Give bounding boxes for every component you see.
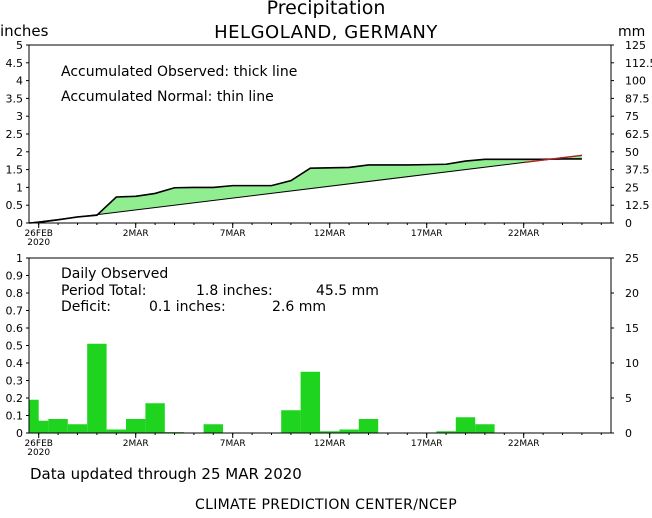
top-xtick-label: 17MAR [411, 229, 443, 239]
legend-normal: Accumulated Normal: thin line [61, 89, 274, 105]
bottom-ytick-right-label: 0 [625, 427, 632, 440]
bottom-ytick-left-label: 0.2 [6, 392, 24, 405]
bottom-ytick-left-label: 0.8 [6, 287, 24, 300]
top-ytick-right-label: 112.5 [625, 57, 652, 70]
top-ytick-left-label: 3.5 [6, 92, 24, 105]
bottom-xtick-label: 17MAR [411, 439, 443, 449]
top-ytick-right-label: 62.5 [625, 128, 650, 141]
period-total-inches: 1.8 inches: [196, 283, 273, 299]
top-ytick-left-label: 4.5 [6, 57, 24, 70]
bottom-ytick-left-label: 1 [16, 252, 23, 265]
top-ytick-left-label: 2 [16, 146, 23, 159]
daily-bar [126, 419, 146, 433]
unit-left-label: inches [0, 22, 49, 40]
bottom-ytick-left-label: 0 [16, 427, 23, 440]
top-ytick-right-label: 25 [625, 181, 639, 194]
top-xtick-label: 12MAR [314, 229, 346, 239]
bottom-ytick-left-label: 0.3 [6, 375, 24, 388]
daily-bar [67, 424, 88, 433]
top-ytick-right-label: 0 [625, 217, 632, 230]
top-ytick-left-label: 1 [16, 181, 23, 194]
deficit-label: Deficit: [61, 299, 111, 315]
daily-bar [475, 424, 495, 433]
top-ytick-left-label: 3 [16, 110, 23, 123]
daily-bar [87, 343, 107, 433]
daily-bar [436, 431, 456, 433]
legend-observed: Accumulated Observed: thick line [61, 64, 297, 80]
deficit-inches: 0.1 inches: [149, 299, 226, 315]
bottom-ytick-left-label: 0.4 [6, 357, 24, 370]
unit-right-label: mm [618, 24, 646, 40]
bottom-xtick-sublabel: 2020 [27, 448, 50, 458]
period-total-label: Period Total: [61, 283, 147, 299]
daily-title: Daily Observed [61, 266, 168, 282]
deficit-segment [523, 154, 582, 164]
top-ytick-left-label: 5 [16, 39, 23, 52]
daily-bar [281, 410, 301, 433]
chart-title: Precipitation [266, 0, 386, 19]
daily-bar [145, 403, 165, 433]
accumulated-panel: 00.511.522.533.544.55012.52537.55062.575… [6, 39, 652, 248]
top-ytick-right-label: 12.5 [625, 199, 650, 212]
bottom-xtick-label: 2MAR [123, 439, 149, 449]
top-xtick-label: 26FEB [24, 229, 53, 239]
top-ytick-right-label: 125 [625, 39, 646, 52]
bottom-ytick-left-label: 0.9 [6, 270, 24, 283]
daily-bar [358, 419, 379, 433]
bottom-ytick-left-label: 0.6 [6, 322, 24, 335]
period-total-mm: 45.5 mm [316, 283, 379, 299]
bottom-xtick-label: 22MAR [508, 439, 540, 449]
daily-bar [29, 399, 39, 433]
top-ytick-right-label: 50 [625, 146, 639, 159]
top-ytick-left-label: 2.5 [6, 128, 24, 141]
daily-bar [300, 371, 320, 433]
top-ytick-left-label: 4 [16, 75, 23, 88]
bottom-ytick-left-label: 0.5 [6, 340, 24, 353]
bottom-ytick-left-label: 0.1 [6, 410, 24, 423]
top-ytick-right-label: 37.5 [625, 164, 650, 177]
top-ytick-left-label: 0 [16, 217, 23, 230]
daily-bar [48, 419, 68, 433]
top-ytick-right-label: 87.5 [625, 92, 650, 105]
bottom-ytick-right-label: 15 [625, 322, 639, 335]
bottom-ytick-left-label: 0.7 [6, 305, 24, 318]
accumulated-normal-line [28, 154, 582, 224]
bottom-xtick-label: 26FEB [24, 439, 53, 449]
daily-panel: 00.10.20.30.40.50.60.70.80.9105101520252… [6, 252, 640, 458]
top-ytick-right-label: 100 [625, 75, 646, 88]
daily-bar [339, 429, 359, 433]
bottom-xtick-label: 7MAR [220, 439, 246, 449]
top-ytick-right-label: 75 [625, 110, 639, 123]
top-xtick-label: 7MAR [220, 229, 246, 239]
bottom-ytick-right-label: 10 [625, 357, 639, 370]
station-name: HELGOLAND, GERMANY [214, 22, 438, 43]
daily-bar [455, 417, 476, 433]
bottom-ytick-right-label: 20 [625, 287, 639, 300]
bottom-xtick-label: 12MAR [314, 439, 346, 449]
top-xtick-label: 22MAR [508, 229, 540, 239]
deficit-mm: 2.6 mm [272, 299, 326, 315]
daily-bar [320, 431, 340, 433]
top-xtick-label: 2MAR [123, 229, 149, 239]
bottom-ytick-right-label: 5 [625, 392, 632, 405]
daily-bar [203, 424, 223, 433]
top-ytick-left-label: 1.5 [6, 164, 24, 177]
accumulated-observed-line [28, 158, 582, 224]
daily-bar [29, 420, 49, 433]
bottom-ytick-right-label: 25 [625, 252, 639, 265]
top-ytick-left-label: 0.5 [6, 199, 24, 212]
daily-bar [106, 429, 126, 433]
top-xtick-sublabel: 2020 [27, 238, 50, 248]
credit-line: CLIMATE PREDICTION CENTER/NCEP [195, 497, 457, 513]
data-updated-note: Data updated through 25 MAR 2020 [30, 465, 302, 483]
